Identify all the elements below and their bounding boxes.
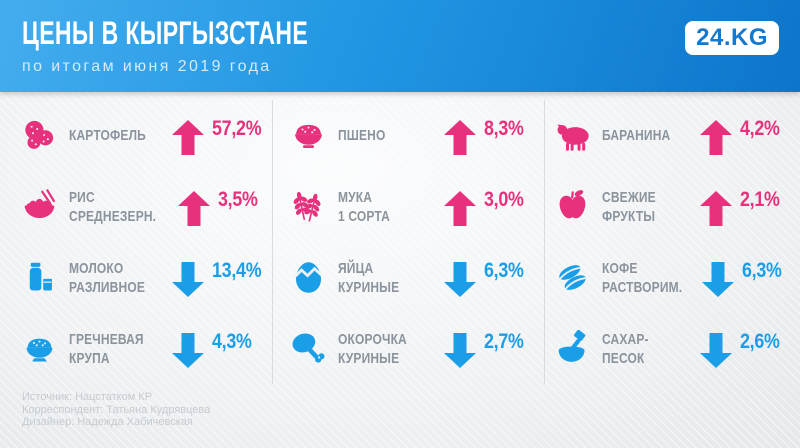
- percent-change: 6,3%: [484, 258, 524, 282]
- header-banner: ЦЕНЫ В КЫРГЫЗСТАНЕ по итогам июня 2019 г…: [0, 0, 800, 92]
- arrow-down-icon: [444, 262, 476, 297]
- product-name: БАРАНИНА: [602, 127, 671, 144]
- arrow-up-icon: [700, 120, 732, 155]
- percent-change: 3,5%: [217, 187, 258, 211]
- millet-bowl-icon: [287, 116, 329, 156]
- arrow-down-icon: [700, 333, 732, 368]
- product-name: РИС СРЕДНЕЗЕРН.: [69, 188, 157, 225]
- percent-change: 8,3%: [484, 116, 524, 140]
- sugar-scoop-icon: [551, 329, 593, 369]
- product-name: САХАР- ПЕСОК: [602, 330, 649, 367]
- chicken-leg-icon: [287, 329, 329, 369]
- percent-change: 4,2%: [740, 116, 780, 140]
- arrow-down-icon: [172, 262, 204, 297]
- credits: Источник: Нацстатком КР Корреспондент: Т…: [22, 391, 210, 429]
- wheat-icon: [287, 187, 329, 227]
- arrow-down-icon: [172, 333, 204, 368]
- percent-change: 6,3%: [742, 258, 783, 282]
- price-row-eggs: ЯЙЦА КУРИНЫЕ 6,3%: [273, 242, 544, 313]
- product-name: КАРТОФЕЛЬ: [69, 127, 146, 144]
- coffee-beans-icon: [551, 258, 593, 298]
- product-name: МОЛОКО РАЗЛИВНОЕ: [69, 259, 145, 296]
- price-row-fruits: СВЕЖИЕ ФРУКТЫ 2,1%: [545, 171, 800, 242]
- price-row-chicken-leg: ОКОРОЧКА КУРИНЫЕ 2,7%: [273, 313, 544, 384]
- milk-bottle-icon: [18, 258, 60, 298]
- buckwheat-bowl-icon: [18, 329, 60, 369]
- arrow-down-icon: [444, 333, 476, 368]
- arrow-up-icon: [700, 191, 732, 226]
- sheep-icon: [551, 116, 593, 156]
- rice-bowl-icon: [18, 187, 60, 227]
- percent-change: 2,6%: [740, 329, 780, 353]
- apple-icon: [551, 187, 593, 227]
- product-name: ЯЙЦА КУРИНЫЕ: [338, 259, 400, 296]
- percent-change: 3,0%: [484, 187, 524, 211]
- product-name: ОКОРОЧКА КУРИНЫЕ: [338, 330, 407, 367]
- price-row-mutton: БАРАНИНА 4,2%: [545, 100, 800, 171]
- arrow-up-icon: [444, 120, 476, 155]
- percent-change: 13,4%: [212, 258, 262, 282]
- percent-change: 4,3%: [212, 329, 252, 353]
- column-3: БАРАНИНА 4,2% СВЕЖИЕ ФРУКТЫ 2,1%: [545, 100, 800, 384]
- price-row-flour: МУКА 1 СОРТА 3,0%: [273, 171, 544, 242]
- price-row-buckwheat: ГРЕЧНЕВАЯ КРУПА 4,3%: [0, 313, 272, 384]
- page-subtitle: по итогам июня 2019 года: [22, 58, 272, 75]
- credit-correspondent: Корреспондент: Татьяна Кудрявцева: [22, 403, 211, 416]
- arrow-up-icon: [172, 120, 204, 155]
- product-name: СВЕЖИЕ ФРУКТЫ: [602, 188, 656, 225]
- price-row-rice: РИС СРЕДНЕЗЕРН. 3,5%: [0, 171, 272, 242]
- price-row-milk: МОЛОКО РАЗЛИВНОЕ 13,4%: [0, 242, 272, 313]
- content-area: КАРТОФЕЛЬ 57,2% РИС СРЕДНЕЗЕРН. 3,5%: [0, 92, 800, 448]
- price-grid: КАРТОФЕЛЬ 57,2% РИС СРЕДНЕЗЕРН. 3,5%: [0, 100, 800, 384]
- page-title: ЦЕНЫ В КЫРГЫЗСТАНЕ: [22, 15, 309, 51]
- brand-logo: 24.KG: [685, 21, 779, 55]
- credit-designer: Дизайнер: Надежда Хабичевская: [22, 416, 193, 428]
- percent-change: 57,2%: [212, 116, 262, 140]
- price-row-millet: ПШЕНО 8,3%: [273, 100, 544, 171]
- column-2: ПШЕНО 8,3%: [273, 100, 545, 384]
- percent-change: 2,1%: [740, 187, 780, 211]
- product-name: МУКА 1 СОРТА: [338, 188, 390, 225]
- column-1: КАРТОФЕЛЬ 57,2% РИС СРЕДНЕЗЕРН. 3,5%: [0, 100, 273, 384]
- arrow-down-icon: [702, 262, 735, 297]
- price-row-coffee: КОФЕ РАСТВОРИМ. 6,3%: [545, 242, 800, 313]
- potato-icon: [18, 116, 60, 156]
- price-row-sugar: САХАР- ПЕСОК 2,6%: [545, 313, 800, 384]
- percent-change: 2,7%: [484, 329, 524, 353]
- egg-icon: [287, 258, 329, 298]
- arrow-up-icon: [177, 191, 210, 226]
- price-row-potato: КАРТОФЕЛЬ 57,2%: [0, 100, 272, 171]
- product-name: КОФЕ РАСТВОРИМ.: [602, 259, 683, 296]
- product-name: ПШЕНО: [338, 127, 386, 144]
- arrow-up-icon: [444, 191, 476, 226]
- product-name: ГРЕЧНЕВАЯ КРУПА: [69, 330, 144, 367]
- credit-source: Источник: Нацстатком КР: [22, 391, 153, 403]
